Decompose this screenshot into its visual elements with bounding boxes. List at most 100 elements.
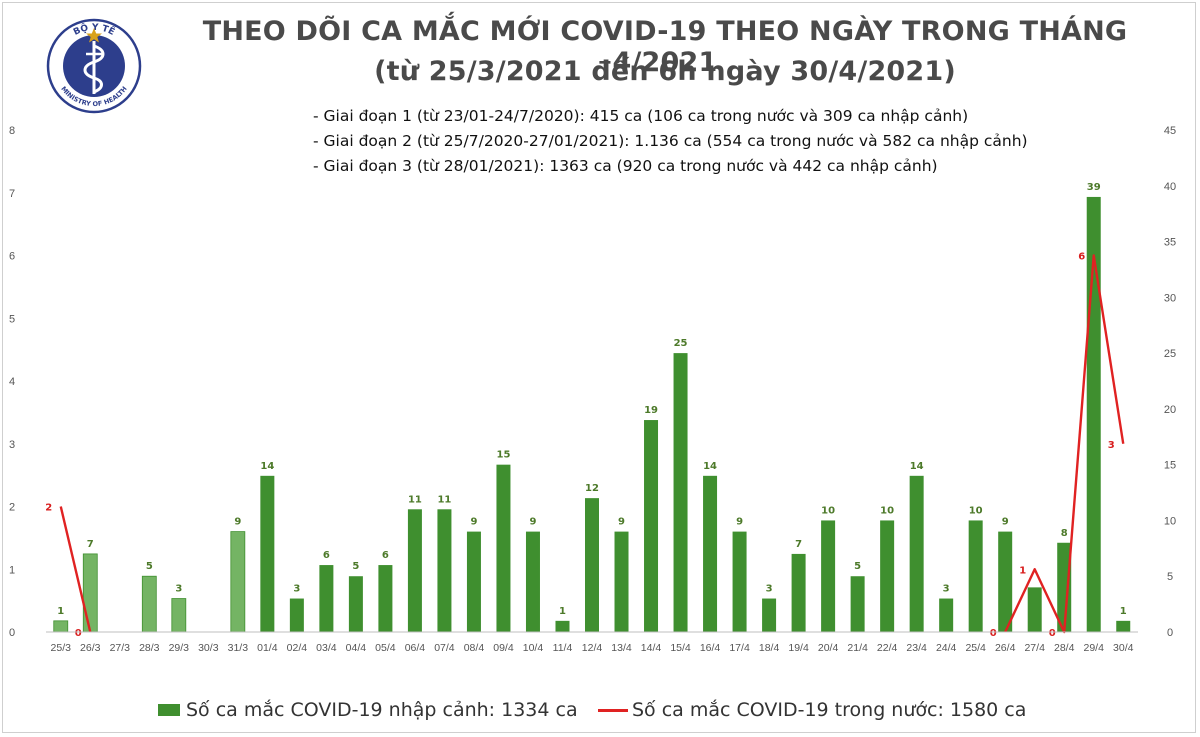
line-point-label: 0 [1049,628,1056,639]
snake-icon [83,44,105,94]
bar [614,531,629,632]
bar-label: 14 [703,461,717,472]
bar-label: 11 [408,494,422,505]
legend-item-domestic: Số ca mắc COVID-19 trong nước: 1580 ca [598,699,1026,721]
right-tick-label: 25 [1164,348,1176,360]
bar [880,520,895,632]
left-tick-label: 3 [9,439,15,451]
bar-label: 5 [146,561,153,572]
left-tick-label: 6 [9,251,15,263]
bar [732,531,747,632]
x-tick-label: 18/4 [759,642,780,654]
bar [821,520,836,632]
x-tick-label: 30/4 [1113,642,1134,654]
x-tick-label: 12/4 [582,642,603,654]
bar [585,498,599,632]
left-tick-label: 0 [9,627,15,639]
bar-series [53,196,1131,633]
x-tick-label: 17/4 [729,642,750,654]
bar-label: 3 [293,584,300,595]
right-tick-label: 15 [1164,460,1176,472]
line-point-label: 0 [75,628,82,639]
bar [673,353,688,632]
right-tick-label: 35 [1164,237,1176,249]
note-line-2: - Giai đoạn 2 (từ 25/7/2020-27/01/2021):… [313,132,1028,150]
bar-label: 1 [57,606,64,617]
line-segment [59,506,92,633]
note-line-1: - Giai đoạn 1 (từ 23/01-24/7/2020): 415 … [313,107,969,125]
line-point-label: 0 [990,628,997,639]
bar-label: 8 [1061,528,1068,539]
right-tick-label: 0 [1167,627,1173,639]
bar-label: 19 [644,405,658,416]
line-point-label: 6 [1078,252,1085,263]
ministry-of-health-logo: BỘ Y TẾ MINISTRY OF HEALTH [46,18,142,114]
x-tick-label: 14/4 [641,642,662,654]
bar [909,475,924,632]
bar [319,565,334,632]
period-notes: - Giai đoạn 1 (từ 23/01-24/7/2020): 415 … [313,104,1028,179]
x-tick-label: 04/4 [346,642,367,654]
bar [260,475,275,632]
bar-label: 11 [437,494,451,505]
bar [348,576,363,632]
legend-line-label: Số ca mắc COVID-19 trong nước: 1580 ca [632,699,1027,721]
right-tick-label: 5 [1167,571,1173,583]
bar [496,464,511,632]
bar-label: 25 [674,338,688,349]
x-tick-label: 26/3 [80,642,101,654]
bar [437,509,452,632]
bar [998,531,1013,632]
bar [939,598,954,632]
legend-bar-label: Số ca mắc COVID-19 nhập cảnh: 1334 ca [186,699,578,721]
x-tick-label: 02/4 [287,642,308,654]
bar-label: 15 [496,450,510,461]
bar-label: 3 [766,584,773,595]
x-tick-label: 07/4 [434,642,455,654]
left-tick-label: 4 [9,376,15,388]
svg-text:BỘ Y TẾ: BỘ Y TẾ [72,22,118,38]
bar-label: 9 [618,517,625,528]
bar [791,553,806,632]
bar [525,531,540,632]
bar [1027,587,1042,632]
x-tick-label: 23/4 [906,642,927,654]
x-tick-label: 27/3 [110,642,131,654]
bar-label: 1 [1120,606,1127,617]
bar [555,620,570,632]
bar [378,565,393,632]
x-tick-label: 25/3 [51,642,72,654]
x-tick-label: 28/4 [1054,642,1075,654]
bar-label: 9 [529,517,536,528]
bar [171,598,187,633]
bar [407,509,422,632]
chart-subtitle: (từ 25/3/2021 đến 6h ngày 30/4/2021) [374,56,956,87]
x-tick-label: 29/4 [1084,642,1105,654]
right-axis: 0 5 10 15 20 25 30 35 40 45 [1164,125,1176,639]
x-tick-label: 24/4 [936,642,957,654]
bar-label: 6 [323,550,330,561]
bar-label: 1 [559,606,566,617]
left-tick-label: 7 [9,188,15,200]
bar [1057,542,1072,632]
left-tick-label: 1 [9,564,15,576]
bar [289,598,304,632]
x-tick-label: 06/4 [405,642,426,654]
x-tick-label: 10/4 [523,642,544,654]
bar-label: 3 [943,584,950,595]
x-tick-label: 31/3 [228,642,249,654]
x-tick-label: 27/4 [1024,642,1045,654]
x-tick-label: 15/4 [670,642,691,654]
legend-bar-swatch [158,704,180,716]
bar-label: 5 [352,561,359,572]
bar-label: 7 [87,539,94,550]
star-icon [86,28,102,43]
x-tick-label: 26/4 [995,642,1016,654]
bar-label: 9 [1002,517,1009,528]
x-tick-label: 25/4 [965,642,986,654]
x-tick-label: 22/4 [877,642,898,654]
x-tick-label: 01/4 [257,642,278,654]
